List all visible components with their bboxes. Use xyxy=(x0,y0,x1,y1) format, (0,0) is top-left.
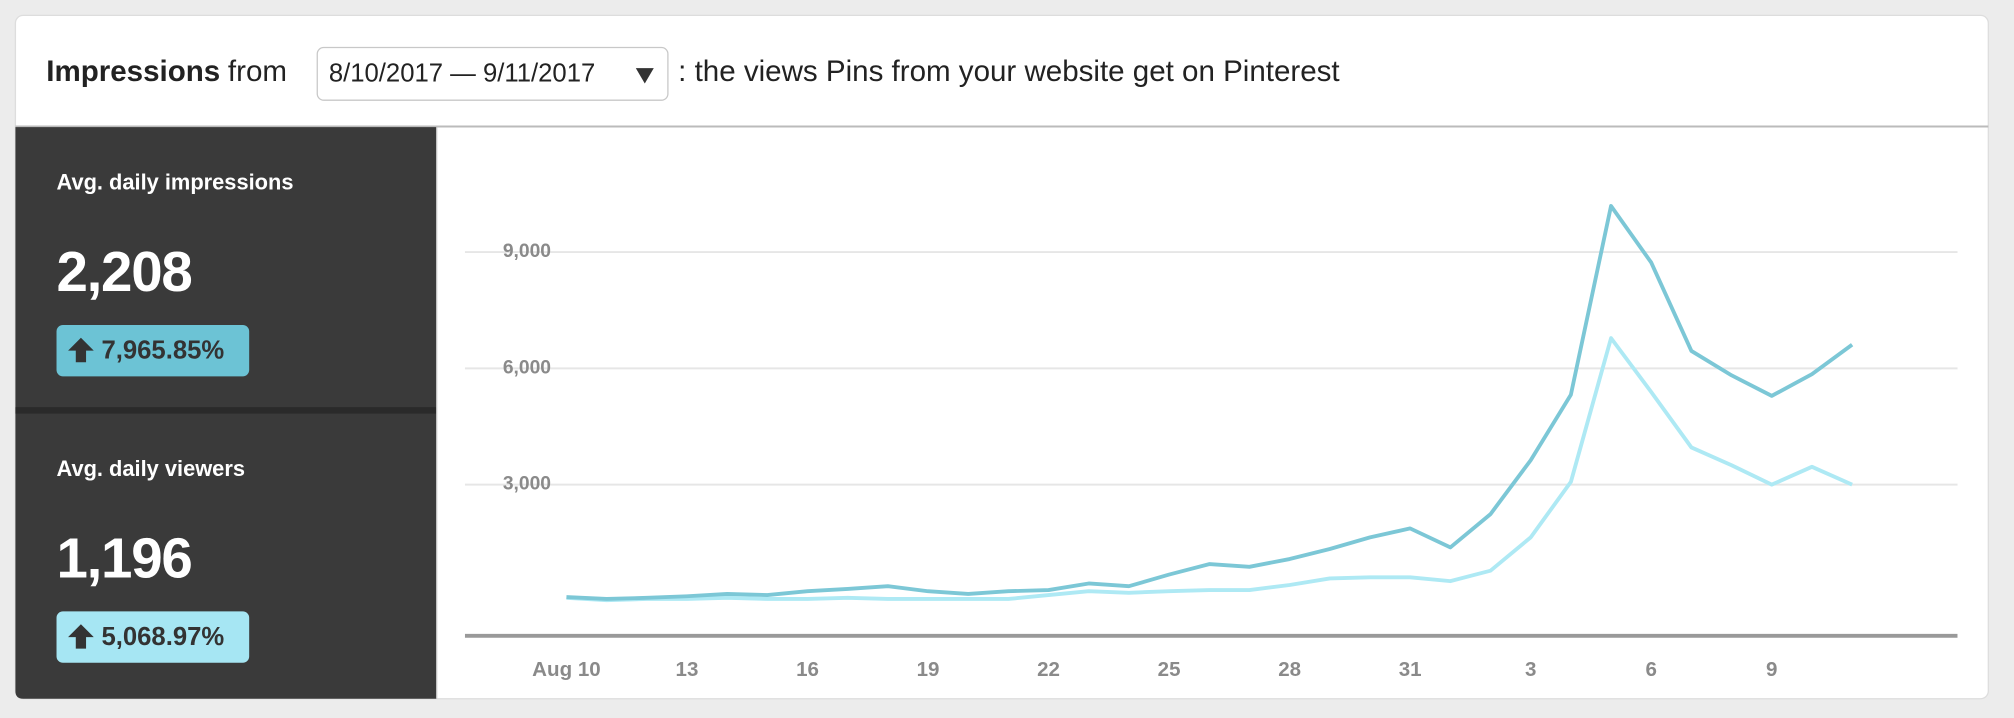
change-value: 7,965.85% xyxy=(101,337,224,365)
date-dropdown[interactable] xyxy=(316,46,669,101)
header-title: Impressions xyxy=(46,55,220,88)
y-tick-label: 9,000 xyxy=(503,241,551,262)
header-from: from xyxy=(228,55,287,88)
change-badge xyxy=(56,324,250,377)
summary-value: 1,196 xyxy=(57,527,192,590)
x-tick-label: Aug 10 xyxy=(532,658,601,681)
x-tick-label: 3 xyxy=(1525,658,1536,681)
x-tick-label: 25 xyxy=(1158,658,1181,681)
y-tick-label: 3,000 xyxy=(503,474,551,495)
change-badge xyxy=(56,611,250,663)
x-tick-label: 22 xyxy=(1037,658,1060,681)
header-text: Impressions from xyxy=(46,55,287,88)
header-description: : the views Pins from your website get o… xyxy=(678,55,1339,88)
summary-label: Avg. daily viewers xyxy=(57,456,245,481)
change-value: 5,068.97% xyxy=(101,623,224,651)
x-tick-label: 9 xyxy=(1766,658,1777,681)
series-line xyxy=(566,336,1853,603)
up-arrow-icon xyxy=(68,624,94,649)
x-tick-label: 6 xyxy=(1646,658,1657,681)
date-range[interactable]: 8/10/2017 — 9/11/2017 xyxy=(329,59,595,87)
y-tick-label: 6,000 xyxy=(503,357,551,378)
x-tick-label: 16 xyxy=(796,658,819,681)
x-tick-label: 28 xyxy=(1278,658,1301,681)
summary-label: Avg. daily impressions xyxy=(57,169,294,194)
summary-divider xyxy=(15,407,437,414)
x-tick-label: 19 xyxy=(917,658,940,681)
series-line xyxy=(566,204,1854,601)
up-arrow-icon xyxy=(68,337,94,363)
dropdown-arrow[interactable] xyxy=(635,68,654,84)
x-tick-label: 31 xyxy=(1399,658,1422,681)
x-tick-label: 13 xyxy=(676,658,699,681)
summary-value: 2,208 xyxy=(57,240,192,303)
